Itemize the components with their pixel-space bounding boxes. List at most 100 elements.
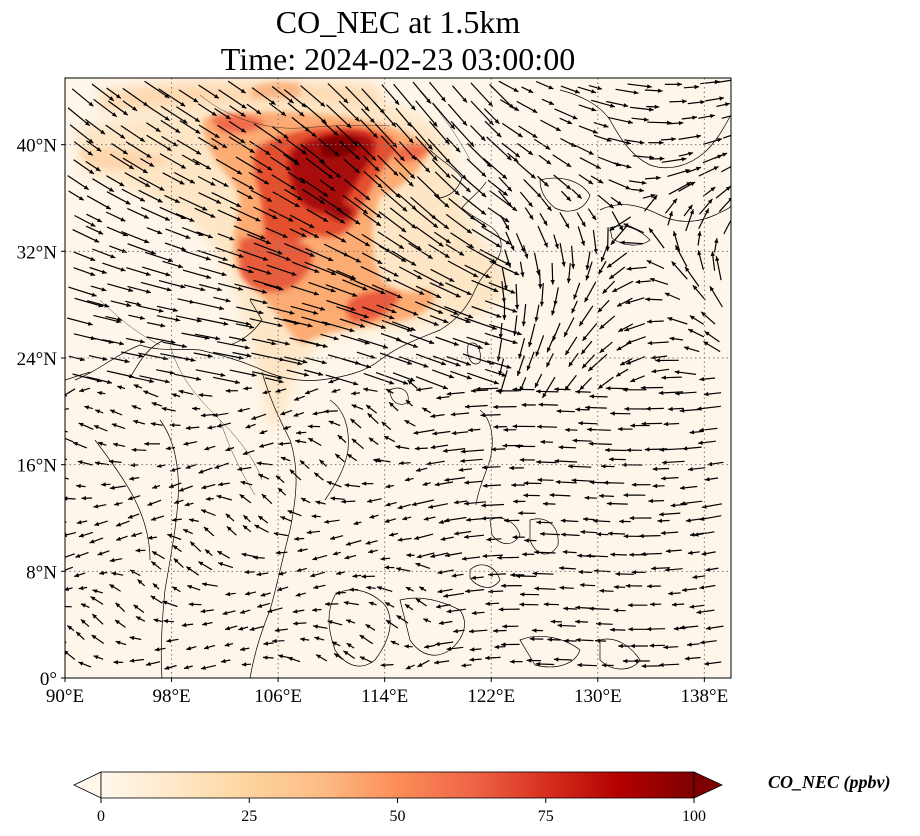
wind-arrow-head	[413, 311, 419, 316]
wind-arrow	[272, 356, 303, 365]
wind-arrow-head	[523, 481, 529, 486]
wind-arrow-head	[84, 121, 90, 126]
wind-arrow	[181, 332, 210, 340]
wind-arrow-head	[395, 193, 401, 198]
wind-arrow-head	[201, 509, 207, 514]
wind-arrow-head	[659, 140, 664, 145]
wind-arrow	[429, 121, 450, 145]
wind-arrow-head	[65, 392, 68, 397]
wind-arrow-head	[109, 96, 114, 101]
wind-arrow-head	[485, 655, 490, 661]
wind-arrow-head	[650, 193, 656, 199]
wind-arrow-head	[466, 228, 472, 234]
wind-arrow-head	[685, 518, 691, 523]
wind-arrow-head	[128, 287, 134, 292]
wind-arrow-head	[469, 657, 475, 662]
wind-arrow-head	[139, 197, 145, 202]
wind-arrow-head	[117, 385, 123, 390]
wind-arrow	[450, 120, 475, 148]
wind-arrow-head	[624, 327, 630, 332]
wind-arrow-head	[331, 271, 337, 275]
wind-arrow-head	[625, 185, 631, 190]
wind-arrow-head	[496, 132, 502, 138]
wind-arrow-head	[159, 186, 165, 191]
wind-arrow-head	[672, 198, 677, 204]
wind-arrow-head	[659, 662, 664, 668]
wind-arrow-head	[617, 426, 623, 432]
wind-arrow-head	[332, 551, 338, 556]
wind-arrow-head	[608, 457, 614, 462]
wind-arrow-head	[468, 314, 473, 319]
wind-arrow-head	[396, 615, 402, 620]
wind-arrow-head	[313, 624, 318, 629]
wind-arrow-head	[172, 545, 178, 550]
wind-arrow-head	[190, 357, 196, 362]
wind-arrow-head	[555, 126, 561, 131]
wind-arrow	[308, 281, 336, 293]
wind-arrow-head	[319, 199, 325, 204]
wind-arrow-head	[380, 662, 386, 668]
wind-arrow-head	[337, 435, 343, 440]
wind-arrow-head	[680, 501, 686, 506]
wind-arrow-head	[409, 377, 415, 382]
wind-arrow-head	[657, 88, 663, 93]
wind-arrow-head	[365, 540, 371, 545]
wind-arrow	[216, 341, 250, 349]
wind-arrow-head	[139, 137, 145, 142]
wind-arrow-head	[225, 114, 231, 119]
wind-arrow-head	[365, 624, 371, 629]
wind-arrow-head	[444, 253, 450, 258]
wind-arrow-head	[526, 658, 532, 663]
wind-arrow	[445, 158, 467, 180]
wind-arrow-head	[272, 638, 277, 644]
wind-arrow-head	[543, 181, 549, 187]
wind-arrow-head	[623, 223, 629, 228]
wind-arrow-head	[579, 385, 585, 390]
wind-arrow-head	[543, 602, 549, 607]
wind-arrow-head	[543, 242, 548, 248]
wind-arrow	[391, 250, 417, 267]
wind-arrow-head	[235, 379, 240, 385]
wind-arrow-head	[145, 271, 151, 276]
wind-arrow-head	[536, 389, 541, 394]
wind-arrow-head	[241, 104, 247, 109]
wind-arrow-head	[219, 306, 225, 311]
wind-arrow-head	[502, 624, 507, 629]
wind-arrow-head	[608, 203, 614, 209]
wind-arrow-head	[449, 277, 455, 282]
wind-arrow-head	[561, 532, 566, 537]
wind-arrow-head	[681, 157, 687, 162]
wind-arrow-head	[293, 621, 298, 626]
wind-arrow-head	[132, 106, 138, 111]
wind-arrow-head	[115, 640, 121, 645]
wind-arrow-head	[411, 224, 417, 229]
wind-arrow-head	[222, 143, 227, 148]
wind-arrow-head	[700, 640, 705, 645]
wind-arrow-head	[216, 494, 222, 499]
wind-arrow-head	[287, 510, 293, 515]
wind-arrow-head	[335, 173, 341, 178]
wind-arrow-head	[512, 535, 517, 540]
wind-arrow-head	[367, 498, 372, 503]
wind-arrow	[182, 250, 211, 261]
lat-tick-label: 8°N	[26, 562, 57, 583]
wind-arrow	[415, 376, 449, 390]
wind-arrow-head	[240, 480, 246, 485]
wind-arrow-head	[196, 376, 201, 381]
wind-arrow-head	[299, 111, 305, 117]
wind-arrow-head	[579, 321, 584, 326]
wind-arrow-head	[107, 379, 112, 385]
wind-arrow-head	[623, 493, 628, 498]
wind-vectors	[65, 79, 731, 670]
wind-arrow-head	[119, 341, 124, 346]
wind-arrow-head	[623, 534, 629, 539]
wind-arrow-head	[682, 446, 688, 451]
wind-arrow-head	[663, 421, 669, 427]
wind-arrow-head	[214, 133, 220, 138]
wind-arrow-head	[566, 196, 571, 202]
wind-arrow-head	[524, 253, 529, 259]
wind-arrow-head	[201, 485, 207, 490]
wind-arrow-head	[521, 402, 527, 408]
wind-arrow-head	[481, 223, 487, 228]
wind-arrow	[122, 87, 149, 107]
